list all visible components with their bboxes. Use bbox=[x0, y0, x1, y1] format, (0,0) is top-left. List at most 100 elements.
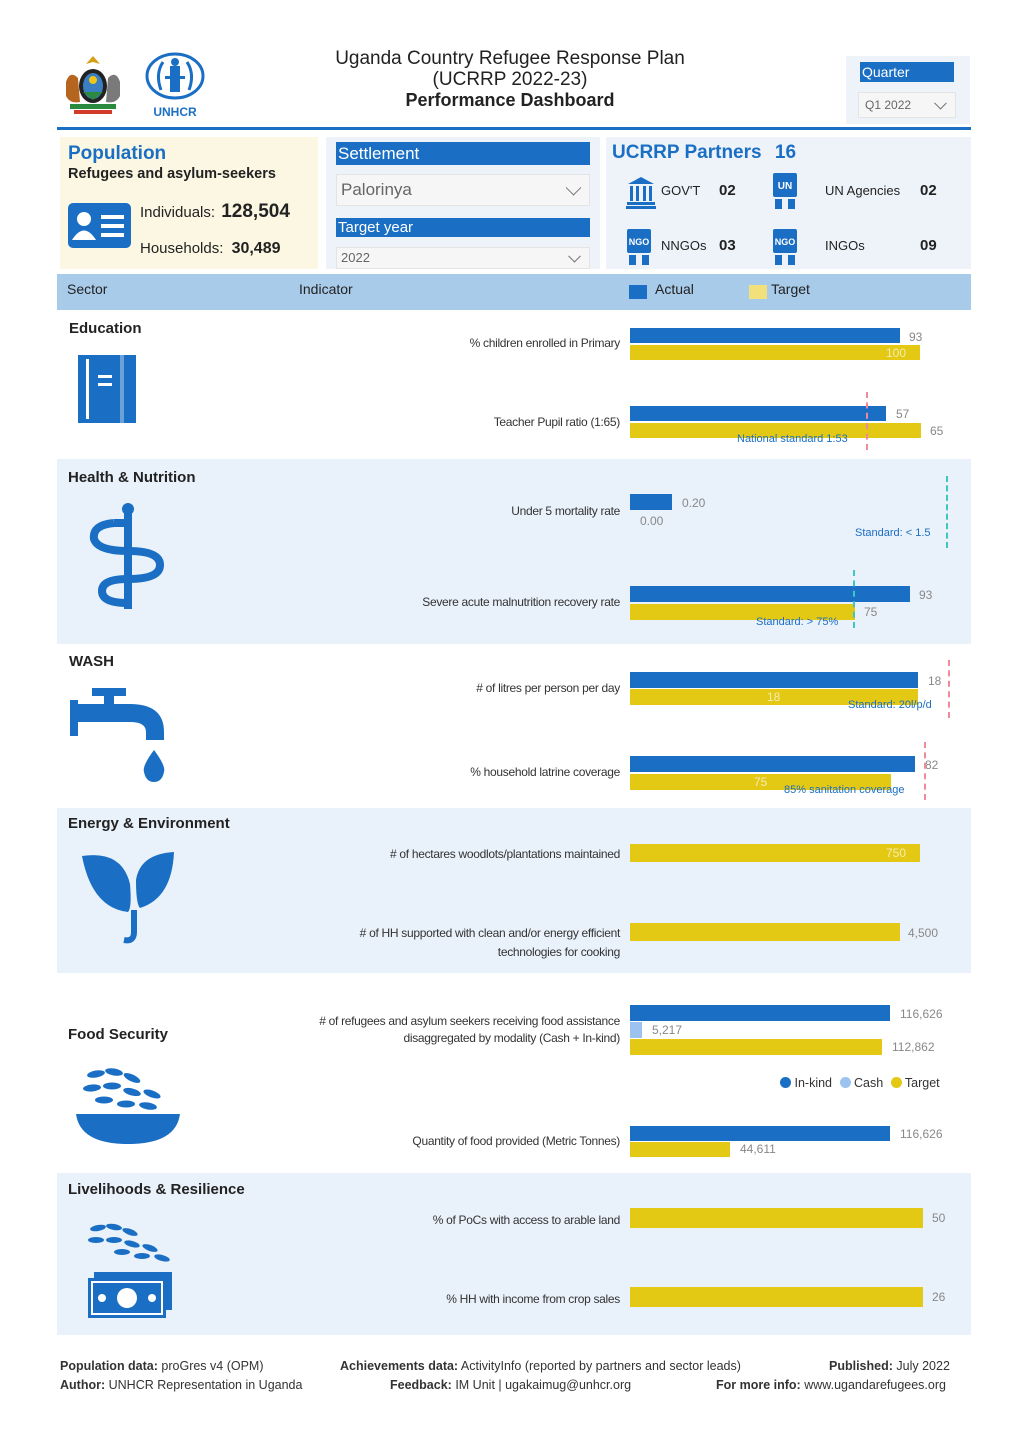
bar-inkind-food bbox=[630, 1005, 890, 1021]
partners-title: UCRRP Partners 16 bbox=[612, 142, 796, 164]
quarter-label: Quarter bbox=[860, 62, 954, 82]
footer-author: Author: UNHCR Representation in Uganda bbox=[60, 1378, 302, 1392]
footer-pop-label: Population data: bbox=[60, 1359, 158, 1373]
ingo-icon: NGO bbox=[772, 229, 798, 270]
notebook-icon bbox=[78, 355, 136, 428]
population-subtitle: Refugees and asylum-seekers bbox=[68, 166, 276, 182]
bar-actual-enrolled bbox=[630, 328, 900, 343]
indicator-hh-clean-energy-line1: # of HH supported with clean and/or ener… bbox=[359, 926, 621, 940]
nngo-value: 03 bbox=[719, 237, 736, 254]
title-line-1: Uganda Country Refugee Response Plan bbox=[335, 48, 685, 69]
bar-actual-food-quantity bbox=[630, 1126, 890, 1141]
households-stat: Households: 30,489 bbox=[140, 240, 281, 258]
indicator-food-assistance: # of refugees and asylum seekers receivi… bbox=[240, 1013, 620, 1047]
sector-energy: Energy & Environment bbox=[68, 815, 230, 832]
bar-actual-sam bbox=[630, 586, 910, 602]
un-agency-icon: UN bbox=[772, 173, 798, 214]
id-card-icon bbox=[68, 203, 131, 248]
sector-band-energy bbox=[57, 808, 971, 973]
sector-food: Food Security bbox=[68, 1026, 169, 1043]
indicator-crop-sales: % HH with income from crop sales bbox=[446, 1292, 620, 1306]
bar-target-sam bbox=[630, 604, 855, 620]
bar-target-clean-energy bbox=[630, 923, 900, 941]
un-value: 02 bbox=[920, 182, 937, 199]
footer-ach-value: ActivityInfo (reported by partners and s… bbox=[460, 1359, 741, 1373]
bar-actual-mortality bbox=[630, 494, 672, 510]
target-year-dropdown[interactable]: 2022 bbox=[336, 247, 590, 269]
value-actual-latrine: 82 bbox=[925, 758, 939, 772]
footer-population-source: Population data: proGres v4 (OPM) bbox=[60, 1359, 264, 1373]
col-indicator: Indicator bbox=[299, 281, 353, 297]
chevron-down-icon bbox=[568, 249, 581, 263]
value-target-latrine: 75 bbox=[754, 775, 768, 789]
legend-cash-label: Cash bbox=[853, 1076, 884, 1090]
ingo-label: INGOs bbox=[825, 238, 865, 253]
footer-info-label: For more info: bbox=[716, 1378, 801, 1392]
bar-target-arable-land bbox=[630, 1208, 923, 1228]
col-actual: Actual bbox=[655, 281, 694, 297]
dashboard-title: Uganda Country Refugee Response Plan (UC… bbox=[300, 48, 720, 111]
indicator-children-enrolled: % children enrolled in Primary bbox=[469, 336, 621, 350]
footer-more-info: For more info: www.ugandarefugees.org bbox=[716, 1378, 946, 1392]
bar-cash-food bbox=[630, 1022, 642, 1038]
partners-total: 16 bbox=[774, 142, 797, 163]
svg-text:NGO: NGO bbox=[629, 237, 650, 247]
footer-achievements-source: Achievements data: ActivityInfo (reporte… bbox=[340, 1359, 741, 1373]
settlement-dropdown[interactable]: Palorinya bbox=[336, 174, 590, 206]
footer-info-link[interactable]: www.ugandarefugees.org bbox=[804, 1378, 946, 1392]
standard-line-litres bbox=[948, 660, 950, 718]
value-target-arable-land: 50 bbox=[932, 1211, 946, 1225]
legend-target-dot bbox=[890, 1077, 902, 1088]
settlement-label: Settlement bbox=[336, 142, 590, 165]
legend-inkind-label: In-kind bbox=[794, 1076, 833, 1090]
value-target-enrolled: 100 bbox=[886, 346, 907, 360]
header-divider bbox=[57, 127, 971, 130]
value-target-litres: 18 bbox=[767, 690, 781, 704]
standard-label-litres: Standard: 20l/p/d bbox=[848, 699, 932, 711]
indicator-latrine-coverage: % household latrine coverage bbox=[470, 765, 620, 779]
footer-published-value: July 2022 bbox=[896, 1359, 950, 1373]
indicator-hh-clean-energy-line2: technologies for cooking bbox=[497, 945, 621, 959]
indicator-food-assistance-line2: disaggregated by modality (Cash + In-kin… bbox=[403, 1031, 620, 1045]
value-actual-litres: 18 bbox=[928, 674, 942, 688]
indicator-food-assistance-line1: # of refugees and asylum seekers receivi… bbox=[319, 1014, 620, 1028]
quarter-dropdown[interactable]: Q1 2022 bbox=[858, 92, 956, 118]
indicator-hectares-woodlots: # of hectares woodlots/plantations maint… bbox=[390, 847, 620, 861]
individuals-value: 128,504 bbox=[221, 201, 290, 222]
indicator-food-quantity: Quantity of food provided (Metric Tonnes… bbox=[412, 1134, 620, 1148]
bar-target-enrolled bbox=[630, 345, 920, 360]
legend-target-swatch bbox=[749, 285, 767, 299]
bar-actual-litres bbox=[630, 672, 918, 688]
sector-education: Education bbox=[69, 320, 142, 337]
value-actual-enrolled: 93 bbox=[909, 330, 923, 344]
partners-title-text: UCRRP Partners bbox=[612, 142, 762, 163]
footer-feedback-value[interactable]: IM Unit | ugakaimug@unhcr.org bbox=[455, 1378, 632, 1392]
value-target-teacher: 65 bbox=[930, 424, 944, 438]
legend-target-label: Target bbox=[904, 1076, 940, 1090]
value-target-mortality: 0.00 bbox=[640, 514, 664, 528]
value-target-food-quantity: 44,611 bbox=[740, 1142, 776, 1156]
value-actual-sam: 93 bbox=[919, 588, 933, 602]
indicator-teacher-pupil: Teacher Pupil ratio (1:65) bbox=[493, 415, 621, 429]
water-tap-icon bbox=[70, 688, 168, 789]
unhcr-logo: UNHCR bbox=[143, 52, 207, 119]
medical-caduceus-icon bbox=[88, 503, 168, 618]
standard-label-teacher: National standard 1:53 bbox=[737, 433, 848, 445]
bar-actual-latrine bbox=[630, 756, 915, 772]
govt-label: GOV'T bbox=[661, 183, 701, 198]
value-target-food: 112,862 bbox=[892, 1040, 935, 1054]
svg-text:NGO: NGO bbox=[775, 237, 796, 247]
government-building-icon bbox=[626, 175, 656, 214]
bar-target-food bbox=[630, 1039, 882, 1055]
bar-target-teacher bbox=[630, 423, 921, 438]
value-cash-food: 5,217 bbox=[652, 1023, 683, 1037]
standard-label-mortality: Standard: < 1.5 bbox=[855, 527, 931, 539]
footer-published: Published: July 2022 bbox=[829, 1359, 950, 1373]
table-column-header: Sector Indicator Actual Target bbox=[57, 274, 971, 310]
grain-money-icon bbox=[86, 1222, 174, 1325]
footer-author-label: Author: bbox=[60, 1378, 106, 1392]
individuals-stat: Individuals: 128,504 bbox=[140, 201, 290, 223]
value-target-sam: 75 bbox=[864, 605, 878, 619]
footer-feedback: Feedback: IM Unit | ugakaimug@unhcr.org bbox=[390, 1378, 631, 1392]
legend-cash-dot bbox=[839, 1077, 851, 1088]
